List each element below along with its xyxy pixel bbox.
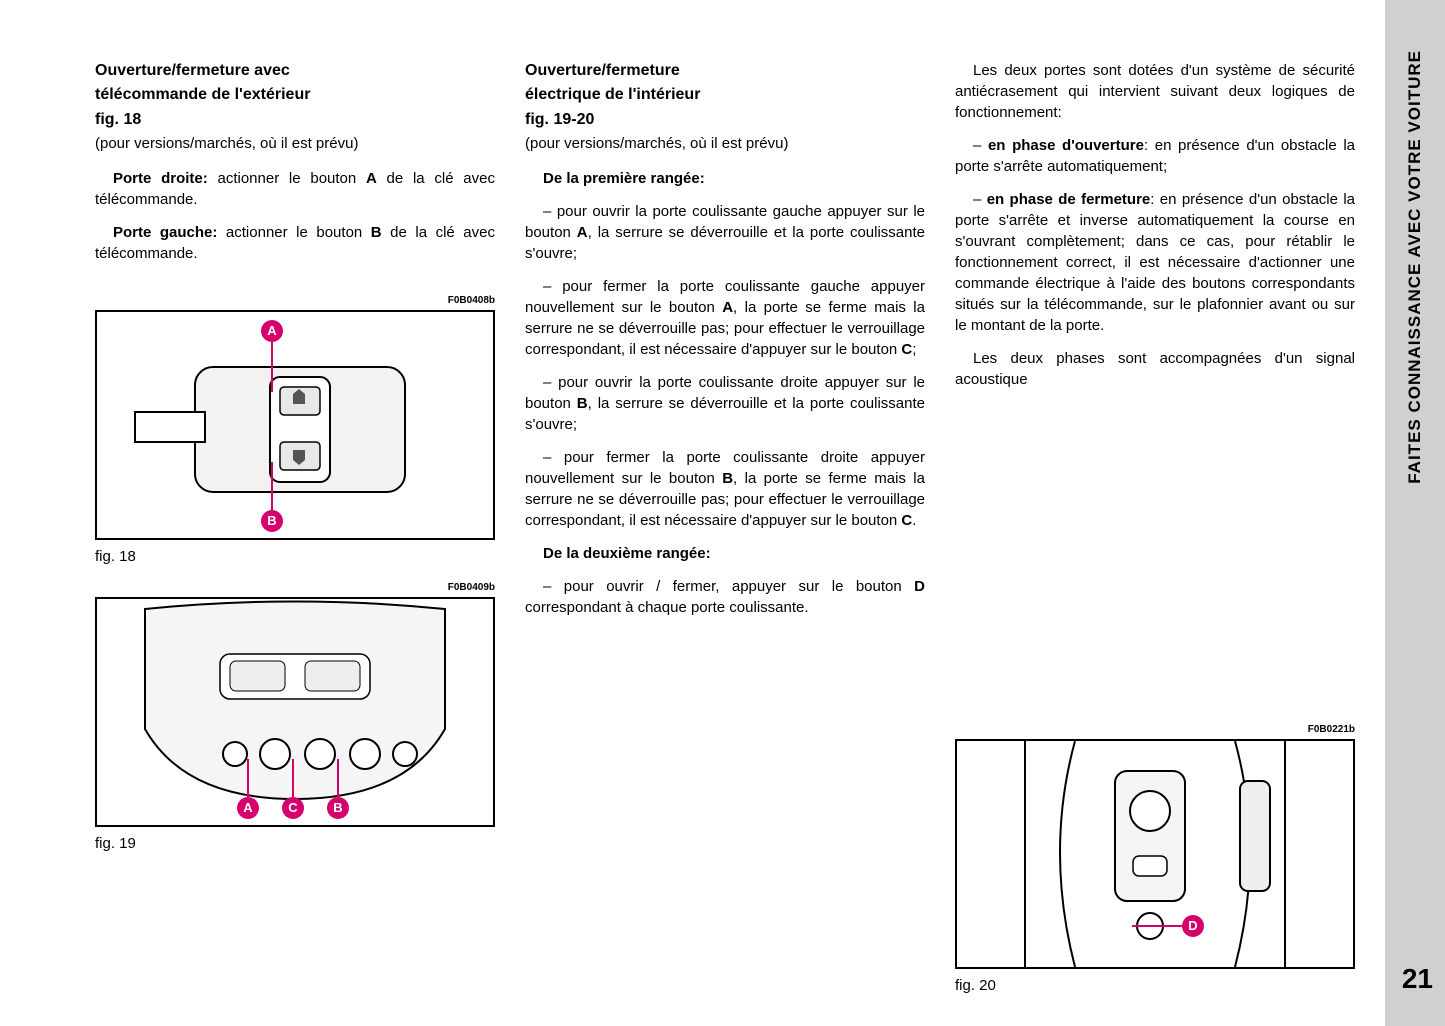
fig19-callout-a: A xyxy=(237,797,259,819)
col2-heading-l1: Ouverture/fermeture xyxy=(525,60,925,82)
col1-heading-l2: télécommande de l'extérieur xyxy=(95,84,495,106)
c2p4e: . xyxy=(912,512,916,529)
column-2: Ouverture/fermeture électrique de l'inté… xyxy=(525,60,925,996)
c2p2e: ; xyxy=(912,341,916,358)
c3p2t: – xyxy=(973,137,988,154)
col2-p4: – pour fermer la porte coulissante droit… xyxy=(525,447,925,531)
fig20-line-d xyxy=(1132,925,1187,927)
fig19-caption: fig. 19 xyxy=(95,833,495,854)
c2p2b2: C xyxy=(901,341,912,358)
sidebar-tab: FAITES CONNAISSANCE AVEC VOTRE VOITURE 2… xyxy=(1385,0,1445,1026)
manual-page: Ouverture/fermeture avec télécommande de… xyxy=(0,0,1445,1026)
fig19-svg xyxy=(97,599,493,825)
col1-p2: Porte gauche: actionner le bouton B de l… xyxy=(95,222,495,264)
col2-p5: – pour ouvrir / fermer, appuyer sur le b… xyxy=(525,576,925,618)
fig19-callout-b: B xyxy=(327,797,349,819)
fig18-line-b xyxy=(271,462,273,517)
fig20-code: F0B0221b xyxy=(955,723,1355,737)
c3p2b: en phase d'ouverture xyxy=(988,137,1144,154)
p1-b2: A xyxy=(366,170,377,187)
col1-p1: Porte droite: actionner le bouton A de l… xyxy=(95,168,495,210)
p2-text: actionner le bouton xyxy=(217,224,370,241)
col2-heading-l2: électrique de l'intérieur xyxy=(525,84,925,106)
col3-p4: Les deux phases sont accompagnées d'un s… xyxy=(955,348,1355,390)
c2p1b: A xyxy=(577,224,588,241)
c2p5b: D xyxy=(914,578,925,595)
col3-p1: Les deux portes sont dotées d'un système… xyxy=(955,60,1355,123)
col2-h2b: De la deuxième rangée: xyxy=(525,543,925,564)
fig18-callout-a: A xyxy=(261,320,283,342)
col1-heading-l3: fig. 18 xyxy=(95,109,495,131)
col1-note: (pour versions/marchés, où il est prévu) xyxy=(95,133,495,154)
fig20-callout-d: D xyxy=(1182,915,1204,937)
fig18-code: F0B0408b xyxy=(95,294,495,308)
c2p5e: correspondant à chaque porte coulissante… xyxy=(525,599,809,616)
c3p3b: en phase de fermeture xyxy=(987,191,1151,208)
c2p3b: B xyxy=(577,395,588,412)
section-title: FAITES CONNAISSANCE AVEC VOTRE VOITURE xyxy=(1403,50,1427,484)
col2-p1: – pour ouvrir la porte coulissante gauch… xyxy=(525,201,925,264)
p2-bold: Porte gauche: xyxy=(113,224,217,241)
column-1: Ouverture/fermeture avec télécommande de… xyxy=(95,60,495,996)
fig18-callout-b: B xyxy=(261,510,283,532)
col3-p3: – en phase de fermeture: en présence d'u… xyxy=(955,189,1355,336)
col2-p2: – pour fermer la porte coulissante gauch… xyxy=(525,276,925,360)
col2-p3: – pour ouvrir la porte coulissante droit… xyxy=(525,372,925,435)
column-3: Les deux portes sont dotées d'un système… xyxy=(955,60,1355,996)
fig20-box: D xyxy=(955,739,1355,969)
c2p2b: A xyxy=(722,299,733,316)
col2-note: (pour versions/marchés, où il est prévu) xyxy=(525,133,925,154)
page-number: 21 xyxy=(1402,959,1433,998)
fig18-box: A B xyxy=(95,310,495,540)
fig18-svg xyxy=(97,312,493,538)
fig19-box: A C B xyxy=(95,597,495,827)
c2p5t: – pour ouvrir / fermer, appuyer sur le b… xyxy=(543,578,914,595)
p2-b2: B xyxy=(371,224,382,241)
fig19-code: F0B0409b xyxy=(95,581,495,595)
p1-bold: Porte droite: xyxy=(113,170,208,187)
c2p4b: B xyxy=(722,470,733,487)
fig20-svg xyxy=(957,741,1353,967)
col1-heading-l1: Ouverture/fermeture avec xyxy=(95,60,495,82)
col2-h2a: De la première rangée: xyxy=(525,168,925,189)
fig19-callout-c: C xyxy=(282,797,304,819)
content-area: Ouverture/fermeture avec télécommande de… xyxy=(0,0,1385,1026)
col2-h2a-text: De la première rangée: xyxy=(543,170,705,187)
col2-heading-l3: fig. 19-20 xyxy=(525,109,925,131)
fig18-caption: fig. 18 xyxy=(95,546,495,567)
p1-text: actionner le bouton xyxy=(208,170,366,187)
col2-h2b-text: De la deuxième rangée: xyxy=(543,545,711,562)
c2p4b2: C xyxy=(901,512,912,529)
fig20-caption: fig. 20 xyxy=(955,975,1355,996)
col3-p2: – en phase d'ouverture: en présence d'un… xyxy=(955,135,1355,177)
c3p3t: – xyxy=(973,191,987,208)
c3p3e: : en présence d'un obstacle la porte s'a… xyxy=(955,191,1355,334)
